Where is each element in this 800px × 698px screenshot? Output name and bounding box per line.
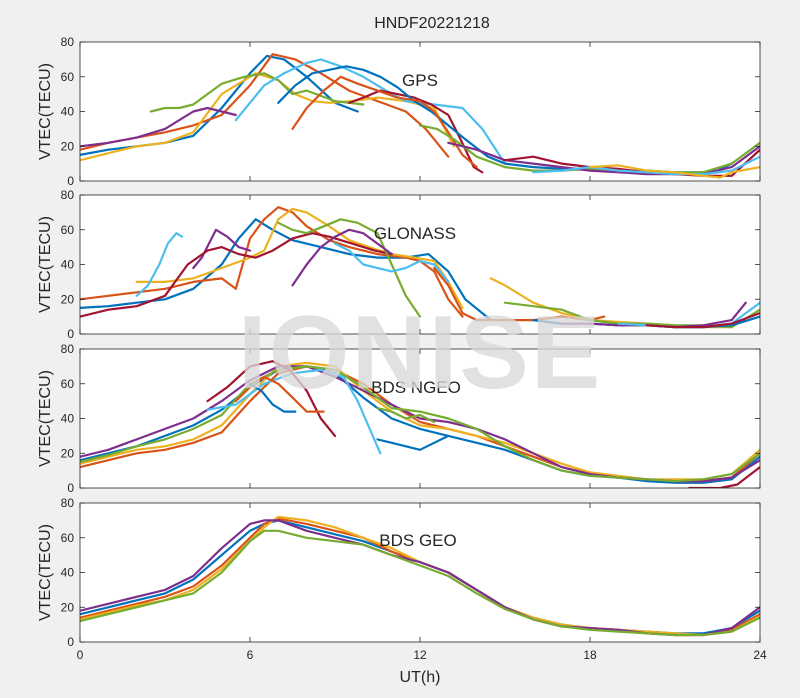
figure-title: HNDF20221218 bbox=[374, 15, 490, 32]
series-line-5 bbox=[80, 232, 393, 318]
series-line-6 bbox=[348, 89, 484, 174]
panel-label: BDS GEO bbox=[379, 531, 456, 550]
x-tick-label: 18 bbox=[583, 648, 597, 662]
series-line-3 bbox=[135, 232, 184, 297]
panel-label: BDS NGEO bbox=[371, 378, 461, 397]
series-line-15 bbox=[645, 312, 760, 329]
x-axis-label: UT(h) bbox=[400, 669, 441, 686]
series-line-9 bbox=[433, 266, 606, 322]
series-line-10 bbox=[376, 407, 436, 424]
y-tick-label: 80 bbox=[61, 188, 75, 202]
series-line-8 bbox=[333, 242, 450, 283]
series-line-6 bbox=[206, 360, 337, 437]
series-line-4 bbox=[149, 72, 365, 113]
y-tick-label: 0 bbox=[67, 327, 74, 341]
plot-area bbox=[80, 195, 760, 334]
series-line-3 bbox=[80, 106, 237, 148]
series-line-9 bbox=[376, 434, 450, 451]
y-tick-label: 20 bbox=[61, 292, 75, 306]
y-tick-label: 80 bbox=[61, 496, 75, 510]
series-line-2 bbox=[80, 515, 760, 637]
x-tick-label: 24 bbox=[753, 648, 767, 662]
y-tick-label: 80 bbox=[61, 35, 75, 49]
series-line-12 bbox=[532, 155, 760, 176]
series-line-5 bbox=[234, 58, 507, 165]
y-tick-label: 40 bbox=[61, 105, 75, 119]
y-tick-label: 40 bbox=[61, 566, 75, 580]
series-line-7 bbox=[291, 228, 393, 287]
series-line-0 bbox=[80, 365, 760, 484]
panel-label: GPS bbox=[402, 71, 438, 90]
series-line-7 bbox=[234, 375, 325, 413]
panel-0: 0 20 40 60 80 VTEC(TECU) GPS bbox=[37, 35, 761, 188]
y-tick-label: 60 bbox=[61, 531, 75, 545]
series-line-13 bbox=[588, 164, 760, 179]
y-tick-label: 40 bbox=[61, 258, 75, 272]
panel-1: 0 20 40 60 80 VTEC(TECU) GLONASS bbox=[37, 188, 761, 341]
series-line-5 bbox=[206, 368, 382, 455]
y-tick-label: 20 bbox=[61, 600, 75, 614]
series-line-4 bbox=[80, 365, 760, 483]
y-tick-label: 0 bbox=[67, 635, 74, 649]
x-tick-label: 6 bbox=[247, 648, 254, 662]
y-tick-label: 80 bbox=[61, 342, 75, 356]
series-line-0 bbox=[80, 218, 492, 322]
series-line-6 bbox=[277, 218, 422, 318]
y-tick-label: 60 bbox=[61, 223, 75, 237]
plot-area bbox=[80, 503, 760, 642]
y-axis-label: VTEC(TECU) bbox=[37, 63, 54, 160]
series-group bbox=[80, 515, 760, 637]
series-line-8 bbox=[248, 382, 297, 413]
y-tick-label: 40 bbox=[61, 412, 75, 426]
series-line-2 bbox=[135, 207, 464, 309]
panel-label: GLONASS bbox=[374, 224, 456, 243]
watermark-text: IONISE bbox=[238, 295, 603, 411]
y-tick-label: 0 bbox=[67, 174, 74, 188]
series-line-4 bbox=[192, 228, 252, 270]
y-tick-label: 20 bbox=[61, 446, 75, 460]
series-group bbox=[80, 53, 760, 179]
x-tick-label: 12 bbox=[413, 648, 427, 662]
y-axis-label: VTEC(TECU) bbox=[37, 370, 54, 467]
y-axis-label: VTEC(TECU) bbox=[37, 524, 54, 621]
series-line-4 bbox=[80, 529, 760, 637]
plot-area bbox=[80, 42, 760, 181]
y-axis-label: VTEC(TECU) bbox=[37, 216, 54, 313]
y-tick-label: 20 bbox=[61, 139, 75, 153]
y-tick-label: 60 bbox=[61, 70, 75, 84]
series-group bbox=[80, 206, 760, 329]
panel-2: 0 20 40 60 80 VTEC(TECU) BDS NGEO bbox=[37, 342, 761, 495]
y-tick-label: 60 bbox=[61, 377, 75, 391]
x-tick-label: 0 bbox=[77, 648, 84, 662]
y-tick-label: 0 bbox=[67, 481, 74, 495]
series-line-11 bbox=[688, 466, 760, 488]
series-group bbox=[80, 360, 760, 488]
panel-3: 0 20 40 60 80 0 6 12 18 24 VTEC(TECU) BDS GEO bbox=[37, 496, 767, 662]
